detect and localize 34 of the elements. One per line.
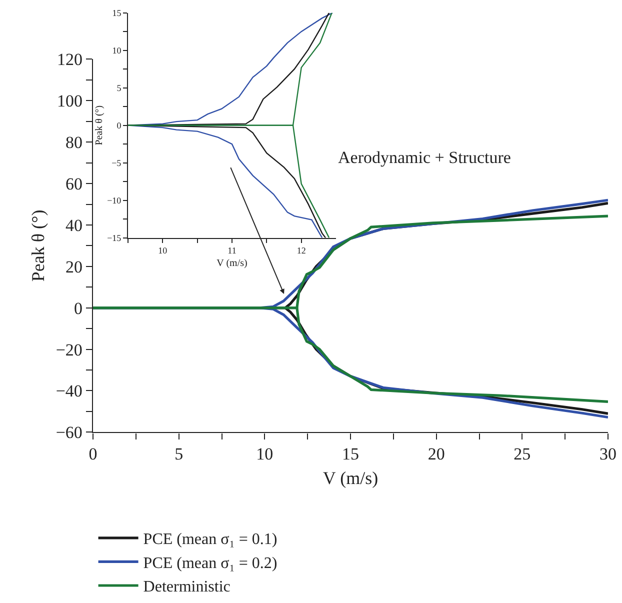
y-axis-title: Peak θ (°) xyxy=(28,210,48,282)
y-tick-label: 5 xyxy=(116,82,122,93)
y-tick-label: 40 xyxy=(65,216,82,235)
legend-label: PCE (mean σ₁ = 0.1) xyxy=(143,531,278,548)
y-tick-label: 100 xyxy=(56,92,82,111)
y-axis-title: Peak θ (°) xyxy=(94,105,106,146)
x-tick-label: 11 xyxy=(228,246,236,256)
y-tick-label: −10 xyxy=(107,195,122,206)
legend-label: PCE (mean σ₁ = 0.2) xyxy=(143,554,278,572)
y-tick-label: 0 xyxy=(116,120,122,130)
legend-label: Deterministic xyxy=(143,578,230,596)
x-tick-label: 0 xyxy=(88,444,98,464)
y-tick-label: 60 xyxy=(65,174,82,194)
y-tick-label: −5 xyxy=(112,158,122,168)
x-axis-title: V (m/s) xyxy=(216,258,248,270)
y-tick-label: 10 xyxy=(112,45,122,56)
x-tick-label: 25 xyxy=(514,444,531,464)
x-axis-title: V (m/s) xyxy=(322,468,378,488)
y-tick-label: 120 xyxy=(56,50,82,70)
x-tick-label: 15 xyxy=(342,444,359,464)
annotation: Aerodynamic + Structure xyxy=(338,148,511,167)
x-tick-label: 10 xyxy=(158,246,168,256)
y-tick-label: −40 xyxy=(56,382,82,401)
y-tick-label: −20 xyxy=(56,340,82,360)
y-tick-label: 15 xyxy=(112,8,122,18)
x-tick-label: 10 xyxy=(256,444,274,464)
x-tick-label: 20 xyxy=(428,444,445,464)
x-tick-label: 12 xyxy=(296,246,306,256)
y-tick-label: −15 xyxy=(107,232,122,243)
y-tick-label: 80 xyxy=(65,133,82,152)
x-tick-label: 5 xyxy=(174,444,184,464)
y-tick-label: −60 xyxy=(56,423,82,442)
y-tick-label: 0 xyxy=(74,298,82,318)
x-tick-label: 30 xyxy=(600,444,616,464)
